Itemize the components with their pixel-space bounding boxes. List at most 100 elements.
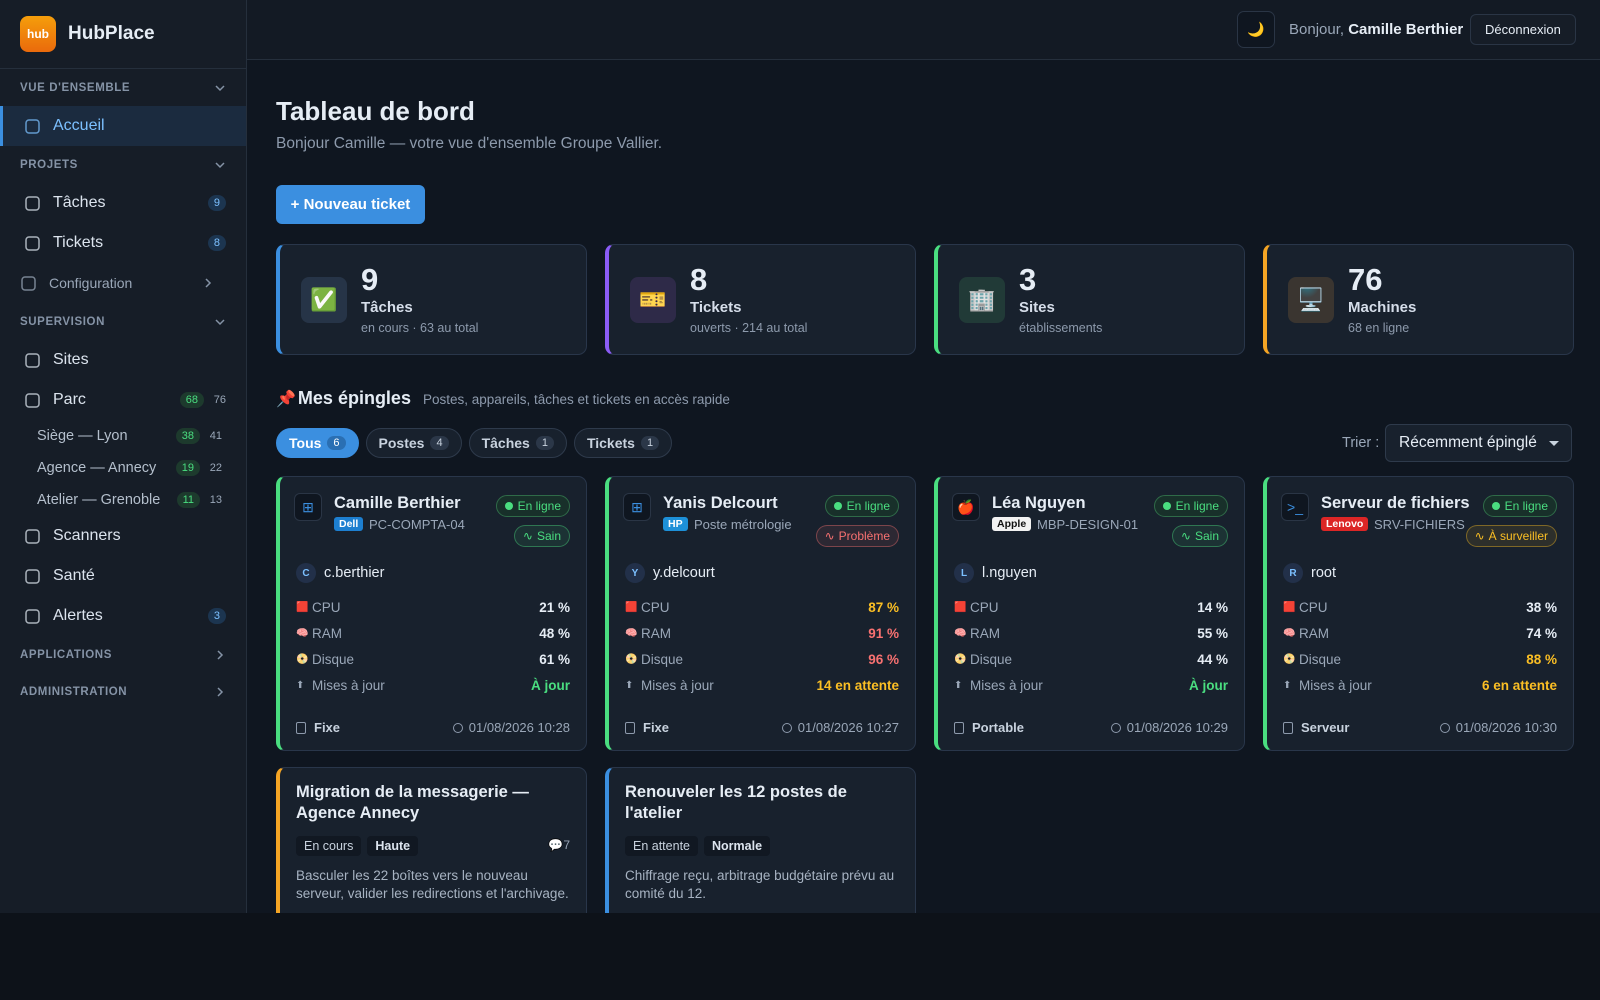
metric-value: 44 % [1197,651,1228,667]
device-card[interactable]: >_ Serveur de fichiers Lenovo SRV-FICHIERS E… [1263,476,1574,751]
metric-row: ⬆ Mises à jour 6 en attente [1283,675,1557,695]
task-card[interactable]: Renouveler les 12 postes de l'atelier En … [605,767,916,913]
stat-card[interactable]: 🏢 3 Sites établissements [934,244,1245,355]
health-pill: À surveiller [1465,525,1557,547]
metric-value: 14 en attente [816,677,899,693]
nav-label: Santé [53,567,95,584]
nav-icon [25,352,40,368]
nav-label: Scanners [53,527,121,544]
metric-row: 🧠 RAM 91 % [625,623,899,643]
stat-card[interactable]: 🖥️ 76 Machines 68 en ligne [1263,244,1574,355]
device-icon: 🍎 [952,493,980,521]
task-card[interactable]: Migration de la messagerie — Agence Anne… [276,767,587,913]
nav-icon [25,568,40,584]
nav-section[interactable]: PROJETS [0,146,246,183]
metric-value: 55 % [1197,625,1228,641]
nav-section[interactable]: ADMINISTRATION [0,673,246,710]
status-pill: En ligne [1153,495,1228,517]
greeting-text: Bonjour, [1289,21,1345,38]
metric-value: 61 % [539,651,570,667]
task-tags: En cours Haute [296,836,419,856]
filter-chip[interactable]: Tous 6 [276,428,359,458]
stat-value: 3 [1019,262,1037,297]
metric-value: 14 % [1197,599,1228,615]
nav-item[interactable]: Configuration [0,263,246,303]
filter-chip[interactable]: Tickets 1 [573,428,673,458]
logout-button[interactable]: Déconnexion [1470,14,1576,45]
nav-item[interactable]: Accueil [0,106,246,146]
comment-icon: 💬 [548,838,564,852]
nav-label: Accueil [53,117,105,134]
nav-item[interactable]: Sites [0,340,246,380]
new-ticket-button[interactable]: + Nouveau ticket [276,185,425,224]
device-date: 01/08/2026 10:29 [1111,720,1228,735]
device-card[interactable]: 🍎 Léa Nguyen Apple MBP-DESIGN-01 En ligne Sai… [934,476,1245,751]
nav-subitem[interactable]: Atelier — Grenoble 11 13 [0,484,246,516]
nav-item[interactable]: Alertes 3 [0,596,246,636]
device-model: Poste métrologie [694,517,792,532]
metric-icon: 📀 [625,653,638,665]
metric-icon: ⬆ [296,679,305,691]
user-name: Camille Berthier [1348,21,1464,38]
nav-badge: 9 [207,195,226,211]
sort-label: Trier : [1342,435,1380,451]
device-icon: ⊞ [294,493,322,521]
metric-row: ⬆ Mises à jour À jour [296,675,570,695]
filter-chip[interactable]: Postes 4 [365,428,462,458]
stat-card[interactable]: ✅ 9 Tâches en cours · 63 au total [276,244,587,355]
theme-toggle[interactable]: 🌙 [1237,11,1275,48]
metric-label: Mises à jour [970,677,1043,693]
nav-label: Tickets [53,234,104,251]
nav-item[interactable]: Scanners [0,516,246,556]
metric-value: 96 % [868,651,899,667]
nav-item[interactable]: Santé [0,556,246,596]
nav-online: 19 [175,460,200,476]
task-description: Basculer les 22 boîtes vers le nouveau s… [296,868,569,901]
nav-icon [25,235,40,251]
device-user: c.berthier [324,565,385,581]
nav-section[interactable]: SUPERVISION [0,303,246,340]
metric-label: Mises à jour [641,677,714,693]
nav-item[interactable]: Tickets 8 [0,223,246,263]
nav-section-title: PROJETS [20,158,78,171]
sort-select[interactable]: Récemment épinglé [1385,424,1572,462]
device-date: 01/08/2026 10:27 [782,720,899,735]
nav-icon [25,195,40,211]
nav-section[interactable]: APPLICATIONS [0,636,246,673]
filter-count: 1 [535,436,554,450]
stat-card[interactable]: 🎫 8 Tickets ouverts · 214 au total [605,244,916,355]
health-pill: Sain [513,525,570,547]
stat-icon: 🖥️ [1288,277,1334,323]
device-type: Fixe [625,720,669,735]
metric-label: Disque [312,651,355,667]
nav-label: Parc [53,391,86,408]
brand-badge: Apple [992,517,1032,531]
stat-value: 76 [1348,262,1383,297]
metric-value: 38 % [1526,599,1557,615]
status-pill: En ligne [495,495,570,517]
nav-subitem[interactable]: Agence — Annecy 19 22 [0,452,246,484]
stat-icon: 🎫 [630,277,676,323]
metric-icon: ⬆ [954,679,963,691]
logo[interactable]: hub HubPlace [0,0,246,69]
metric-icon: 📀 [954,653,967,665]
device-footer: Fixe 01/08/2026 10:28 [296,720,570,735]
user-initial: L [954,563,974,583]
metric-row: 🟥 CPU 87 % [625,597,899,617]
nav-section-title: VUE D'ENSEMBLE [20,81,131,94]
filter-chip[interactable]: Tâches 1 [468,428,567,458]
chevron [205,278,212,288]
stat-value: 9 [361,262,379,297]
task-title: Renouveler les 12 postes de l'atelier [625,783,847,822]
chevron [215,84,225,91]
metric-icon: 🟥 [954,601,967,613]
nav-section[interactable]: VUE D'ENSEMBLE [0,69,246,106]
device-card[interactable]: ⊞ Yanis Delcourt HP Poste métrologie En lign… [605,476,916,751]
nav-subitem[interactable]: Siège — Lyon 38 41 [0,420,246,452]
device-card[interactable]: ⊞ Camille Berthier Dell PC-COMPTA-04 En lign… [276,476,587,751]
nav-item[interactable]: Tâches 9 [0,183,246,223]
metric-value: À jour [531,677,570,693]
nav-item[interactable]: Parc 68 76 [0,380,246,420]
device-footer: Fixe 01/08/2026 10:27 [625,720,899,735]
metric-row: 📀 Disque 44 % [954,649,1228,669]
